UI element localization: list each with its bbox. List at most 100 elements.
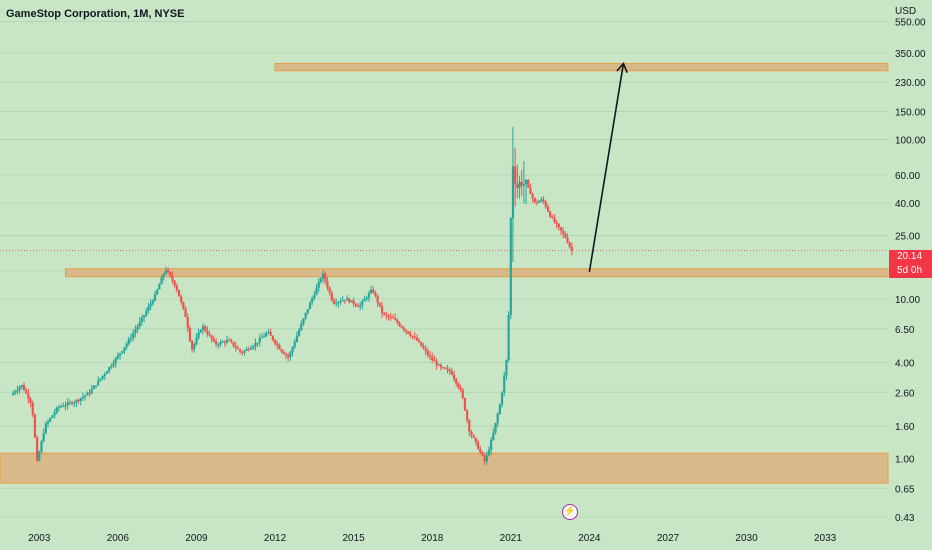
support-zone-middle: [64, 268, 889, 278]
candle-body: [280, 349, 283, 352]
candle-body: [415, 337, 419, 341]
candle-body: [452, 374, 456, 379]
candle-body: [324, 273, 327, 281]
candle-body: [361, 301, 364, 306]
candle-body: [29, 398, 32, 403]
candle-body: [171, 275, 174, 281]
candle-body: [199, 329, 202, 333]
price-tick-label: 1.60: [895, 422, 915, 433]
candle-body: [378, 302, 381, 306]
candle-body: [326, 280, 329, 288]
candle-body: [27, 393, 30, 399]
candle-body: [304, 312, 307, 319]
candle-body: [40, 441, 43, 452]
candle-body: [321, 273, 325, 279]
candle-body: [450, 371, 453, 375]
price-tick-label: 0.43: [895, 513, 915, 524]
projection-arrow: [588, 61, 628, 273]
price-tick-label: 100.00: [895, 136, 926, 147]
candle-body: [180, 296, 183, 302]
candle-body: [258, 338, 261, 343]
candle-body: [190, 340, 194, 350]
candle-body: [487, 449, 491, 456]
candle-body: [44, 423, 47, 434]
candle-body: [51, 415, 54, 419]
candle-body: [551, 216, 554, 218]
candle-body: [479, 448, 482, 452]
candle-body: [343, 300, 346, 302]
candle-body: [535, 202, 539, 204]
arrow-shaft: [588, 63, 625, 273]
candle-body: [221, 341, 224, 343]
candle-body: [332, 300, 336, 304]
candle-body: [53, 412, 56, 416]
candle-body: [383, 312, 386, 315]
last-price-badge: 20.14: [889, 250, 932, 264]
candle-body: [81, 396, 85, 399]
candle-body: [125, 343, 128, 348]
lightning-icon[interactable]: ⚡: [562, 504, 578, 520]
candle-body: [271, 335, 274, 340]
candle-body: [411, 335, 414, 337]
candle-body: [247, 348, 250, 350]
candle-body: [151, 300, 154, 304]
year-tick-label: 2012: [264, 533, 287, 544]
candle-body: [400, 325, 403, 328]
candle-body: [302, 318, 305, 324]
candle-body: [293, 342, 296, 348]
candle-body: [173, 280, 176, 286]
candle-body: [278, 345, 281, 350]
candle-body: [287, 355, 290, 358]
candle-body: [101, 375, 104, 379]
candle-body: [116, 355, 119, 359]
arrow-head: [616, 61, 628, 74]
candle-body: [84, 395, 87, 397]
candle-body: [442, 367, 445, 369]
candle-body: [20, 385, 23, 387]
year-tick-label: 2033: [814, 533, 837, 544]
candle-body: [472, 435, 475, 438]
candle-body: [79, 398, 82, 401]
candle-body: [140, 317, 143, 322]
candle-body: [540, 199, 543, 202]
candle-body: [228, 340, 231, 342]
candle-body: [55, 407, 58, 413]
candle-body: [407, 331, 410, 334]
candle-body: [433, 359, 436, 362]
candle-body: [490, 439, 493, 450]
candle-body: [492, 432, 495, 440]
candle-body: [219, 342, 222, 345]
candle-body: [566, 237, 569, 243]
candle-body: [341, 300, 344, 302]
candle-body: [177, 289, 181, 297]
candle-body: [252, 346, 255, 349]
candle-body: [118, 353, 122, 356]
price-tick-label: 0.65: [895, 484, 915, 495]
time-axis[interactable]: 2003 2006 2009 2012 2015 2018 2021 2024 2027 2030…: [28, 533, 837, 544]
candle-body: [70, 402, 74, 404]
currency-label: USD: [895, 6, 916, 17]
candle-body: [142, 315, 146, 318]
candle-body: [245, 348, 248, 351]
year-tick-label: 2030: [735, 533, 758, 544]
candle-body: [476, 441, 480, 449]
candle-body: [249, 348, 253, 350]
candle-body: [527, 179, 530, 188]
candle-body: [435, 361, 438, 366]
candle-body: [18, 386, 21, 390]
candle-body: [215, 341, 218, 345]
candle-body: [138, 321, 141, 327]
candle-body: [263, 335, 266, 338]
candle-body: [315, 287, 318, 295]
candle-body: [136, 326, 139, 330]
candle-body: [99, 378, 102, 381]
candle-body: [365, 297, 368, 300]
candle-body: [439, 364, 443, 368]
candle-body: [514, 166, 517, 185]
candle-body: [182, 301, 185, 309]
candle-body: [276, 343, 279, 346]
price-tick-label: 6.50: [895, 325, 915, 336]
